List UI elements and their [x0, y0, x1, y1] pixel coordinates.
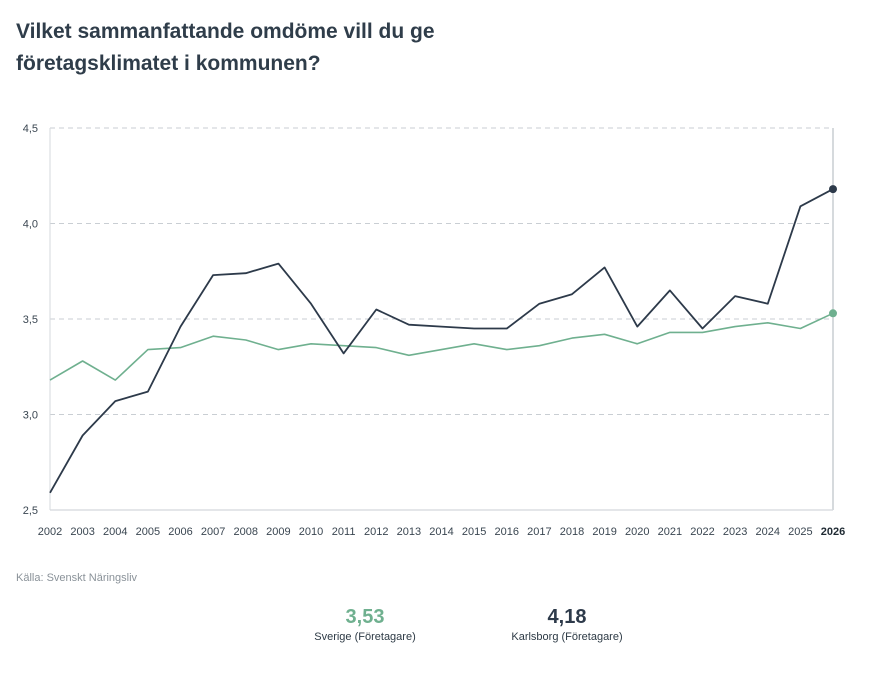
x-tick-label: 2006: [168, 526, 192, 538]
x-tick-label: 2007: [201, 526, 225, 538]
x-tick-label: 2013: [397, 526, 421, 538]
x-tick-label: 2022: [690, 526, 714, 538]
x-tick-label: 2014: [429, 526, 453, 538]
y-tick-label: 2,5: [23, 505, 38, 517]
x-tick-label: 2025: [788, 526, 812, 538]
y-tick-label: 4,0: [23, 219, 38, 231]
line-chart: 2,5 3,0 3,5 4,0 4,5 2002 2003 2004 2005 2006 2007 2…: [23, 123, 846, 538]
summary-karlsborg: 4,18 Karlsborg (Företagare): [497, 604, 637, 643]
x-tick-label: 2024: [756, 526, 780, 538]
x-tick-label: 2019: [592, 526, 616, 538]
x-tick-label: 2023: [723, 526, 747, 538]
x-tick-label: 2018: [560, 526, 584, 538]
x-tick-label: 2011: [332, 526, 356, 538]
x-tick-label: 2026: [821, 526, 845, 538]
y-tick-label: 3,5: [23, 314, 38, 326]
end-point-sverige: [829, 309, 837, 318]
x-tick-label: 2012: [364, 526, 388, 538]
summary-sverige: 3,53 Sverige (Företagare): [300, 604, 430, 643]
summary-karlsborg-value: 4,18: [547, 606, 587, 628]
x-tick-label: 2008: [234, 526, 258, 538]
x-tick-label: 2002: [38, 526, 62, 538]
x-tick-label: 2016: [495, 526, 519, 538]
x-tick-label: 2015: [462, 526, 486, 538]
summary-sverige-value: 3,53: [345, 606, 385, 628]
summary-karlsborg-label: Karlsborg (Företagare): [511, 631, 623, 643]
x-tick-label: 2009: [266, 526, 290, 538]
x-tick-label: 2003: [70, 526, 94, 538]
x-tick-label: 2021: [658, 526, 682, 538]
y-tick-label: 4,5: [23, 123, 38, 135]
summary-sverige-label: Sverige (Företagare): [314, 631, 416, 643]
series-line-sverige: [49, 312, 834, 381]
y-tick-label: 3,0: [23, 410, 38, 422]
chart-title: Vilket sammanfattande omdöme vill du ge …: [16, 20, 435, 75]
x-tick-label: 2017: [527, 526, 551, 538]
end-point-karlsborg: [829, 185, 837, 194]
series-line-karlsborg: [49, 188, 834, 494]
source-note: Källa: Svenskt Näringsliv: [16, 572, 138, 584]
x-tick-label: 2020: [625, 526, 649, 538]
x-tick-label: 2004: [103, 526, 127, 538]
x-tick-label: 2010: [299, 526, 323, 538]
x-tick-label: 2005: [136, 526, 160, 538]
